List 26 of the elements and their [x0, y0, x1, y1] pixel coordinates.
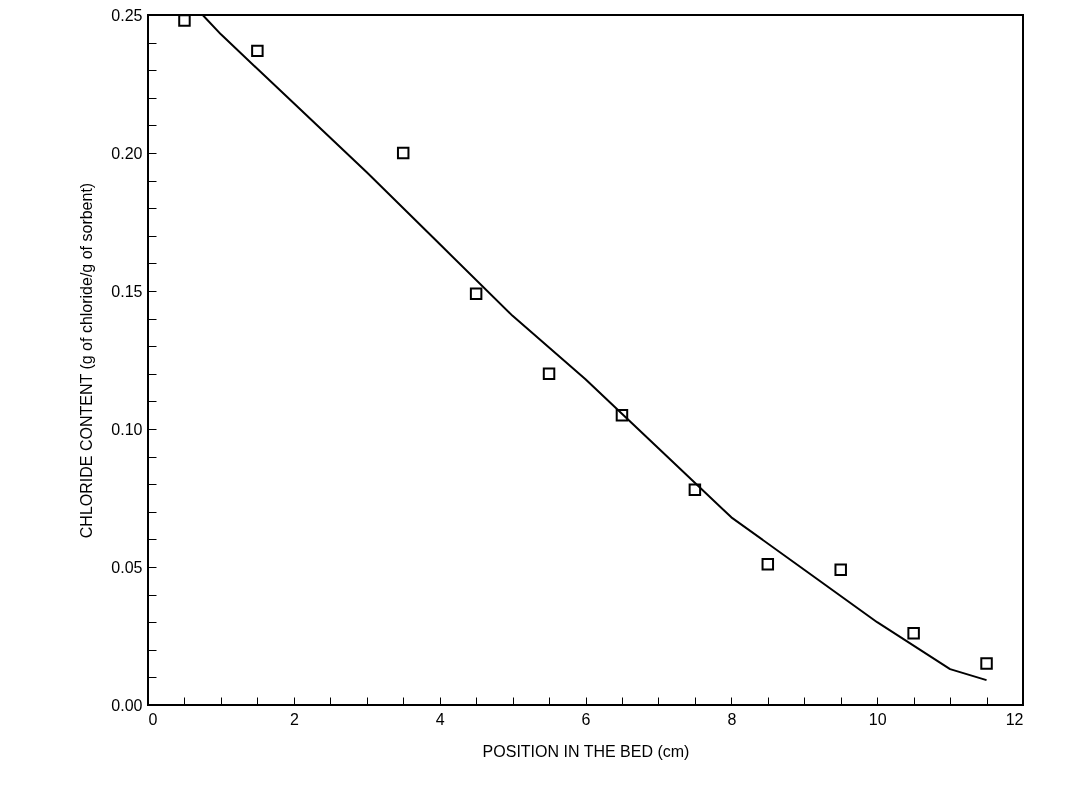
- y-tick-label: 0.05: [111, 558, 143, 576]
- x-tick-label: 6: [581, 710, 591, 728]
- point: [542, 367, 556, 381]
- point: [469, 287, 483, 300]
- point: [178, 15, 191, 27]
- x-tick-label: 8: [727, 710, 737, 728]
- y-tick-label: 0.10: [111, 420, 143, 438]
- y-tick-label: 0.00: [111, 696, 143, 714]
- y-axis-title: CHLORIDE CONTENT (g of chloride/g of sorbent): [78, 182, 96, 539]
- point: [907, 627, 920, 640]
- point: [834, 563, 847, 576]
- point: [688, 483, 702, 496]
- x-tick-label: 10: [868, 710, 887, 728]
- x-tick-label: 0: [148, 710, 158, 728]
- y-tick-label: 0.20: [111, 144, 143, 162]
- point: [761, 558, 775, 571]
- point: [615, 408, 629, 422]
- point: [251, 44, 264, 58]
- x-tick-label: 4: [435, 710, 445, 728]
- x-tick-label: 2: [289, 710, 299, 728]
- y-tick-label: 0.25: [111, 6, 143, 24]
- point: [396, 146, 410, 160]
- y-tick-label: 0.15: [111, 282, 143, 300]
- point: [980, 657, 993, 670]
- x-tick-label: 12: [1005, 710, 1024, 728]
- x-axis-title: POSITION IN THE BED (cm): [482, 742, 690, 760]
